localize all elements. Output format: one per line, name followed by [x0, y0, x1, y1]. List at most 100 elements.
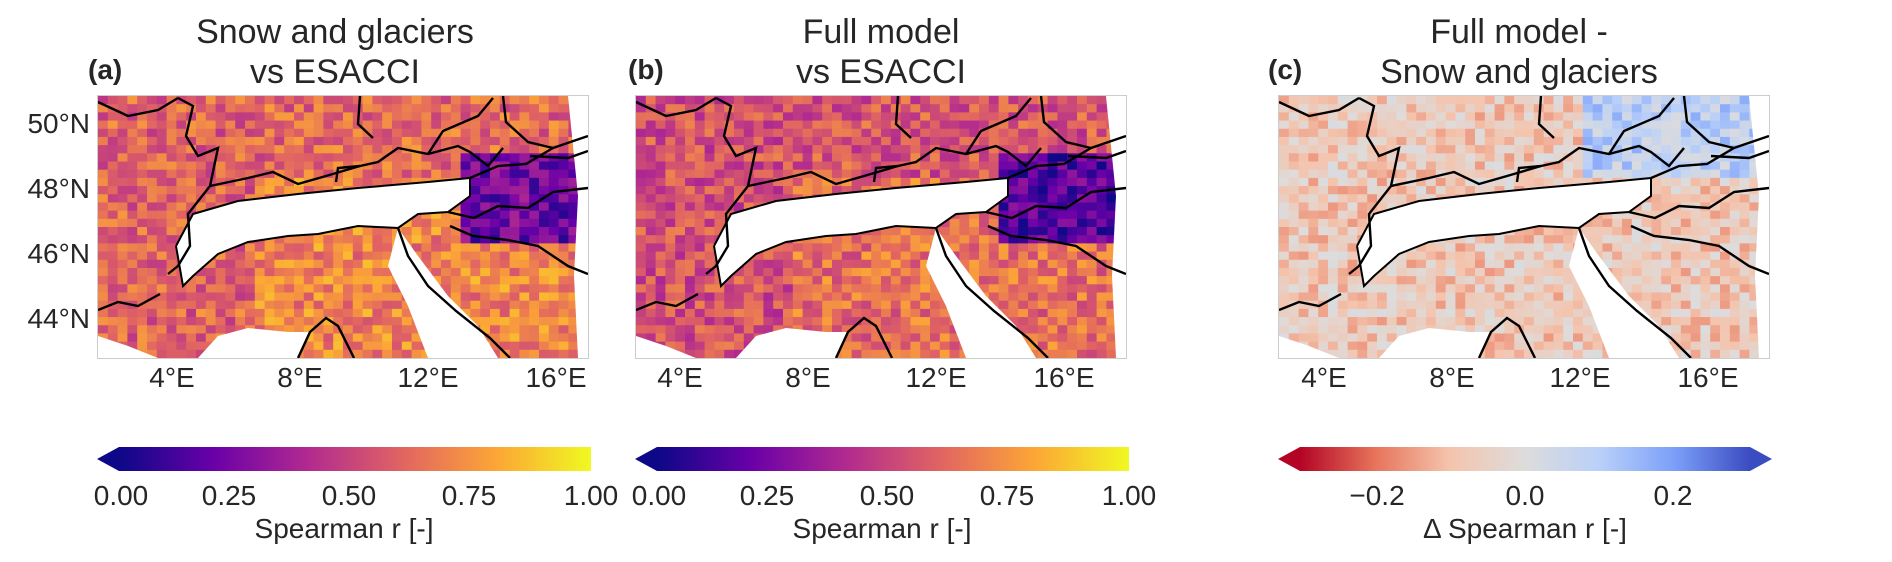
- raster-cell: [753, 259, 764, 269]
- raster-cell: [1106, 251, 1117, 261]
- raster-cell: [519, 317, 530, 326]
- raster-cell: [1729, 333, 1741, 343]
- raster-cell: [655, 227, 666, 236]
- raster-cell: [215, 300, 226, 310]
- raster-cell: [401, 300, 413, 310]
- raster-cell: [1096, 104, 1107, 113]
- country-border: [1628, 186, 1769, 220]
- raster-cell: [519, 284, 530, 294]
- raster-cell: [313, 235, 324, 244]
- raster-cell: [881, 284, 892, 294]
- raster-cell: [685, 259, 696, 269]
- raster-cell: [127, 96, 138, 105]
- raster-cell: [1008, 251, 1019, 261]
- raster-cell: [1445, 120, 1456, 130]
- raster-cell: [1288, 145, 1300, 154]
- raster-cell: [1337, 276, 1349, 285]
- raster-cell: [509, 96, 520, 105]
- raster-cell: [1494, 112, 1505, 122]
- raster-cell: [1563, 325, 1574, 335]
- raster-cell: [704, 341, 715, 351]
- raster-cell: [1484, 317, 1496, 326]
- colorbar: [97, 447, 591, 471]
- country-border: [209, 144, 504, 188]
- raster-cell: [343, 259, 354, 269]
- raster-cell: [920, 317, 931, 326]
- raster-cell: [548, 276, 560, 285]
- raster-cell: [734, 325, 745, 335]
- raster-cell: [1484, 96, 1496, 105]
- raster-cell: [450, 96, 462, 105]
- raster-cell: [685, 186, 696, 195]
- raster-cell: [107, 177, 119, 187]
- raster-cell: [303, 186, 315, 195]
- raster-cell: [382, 300, 393, 310]
- raster-cell: [1367, 153, 1378, 163]
- raster-cell: [382, 349, 393, 358]
- raster-cell: [235, 308, 246, 318]
- raster-cell: [890, 349, 902, 358]
- raster-cell: [568, 243, 579, 253]
- raster-cell: [1435, 128, 1447, 138]
- raster-cell: [137, 112, 148, 122]
- raster-cell: [1592, 145, 1603, 154]
- raster-cell: [1318, 259, 1329, 269]
- raster-cell: [1435, 276, 1447, 285]
- raster-cell: [264, 169, 275, 179]
- raster-cell: [127, 243, 138, 253]
- raster-cell: [636, 251, 647, 261]
- raster-cell: [352, 267, 364, 277]
- raster-cell: [1396, 161, 1407, 171]
- raster-cell: [1622, 218, 1633, 228]
- raster-cell: [539, 210, 550, 220]
- raster-cell: [1720, 292, 1731, 302]
- raster-cell: [939, 333, 951, 343]
- raster-cell: [1563, 177, 1574, 187]
- map-panel-c: [1278, 95, 1770, 359]
- raster-cell: [107, 186, 119, 195]
- raster-cell: [499, 194, 511, 204]
- raster-cell: [1318, 161, 1329, 171]
- raster-cell: [1347, 284, 1358, 294]
- raster-cell: [264, 243, 275, 253]
- raster-cell: [1308, 136, 1319, 146]
- raster-cell: [714, 169, 725, 179]
- raster-cell: [1028, 120, 1039, 130]
- raster-cell: [166, 243, 177, 253]
- raster-cell: [117, 235, 128, 244]
- raster-cell: [313, 186, 324, 195]
- raster-cell: [323, 284, 334, 294]
- raster-cell: [509, 317, 520, 326]
- raster-cell: [1308, 96, 1319, 105]
- raster-cell: [841, 349, 853, 358]
- raster-cell: [235, 194, 246, 204]
- raster-cell: [1357, 153, 1368, 163]
- raster-cell: [949, 136, 960, 146]
- raster-cell: [127, 227, 138, 236]
- raster-cell: [1592, 161, 1603, 171]
- raster-cell: [1749, 276, 1760, 285]
- country-border: [334, 164, 361, 183]
- raster-cell: [1494, 96, 1505, 105]
- raster-cell: [655, 153, 666, 163]
- raster-cell: [1749, 308, 1760, 318]
- raster-cell: [1435, 317, 1447, 326]
- raster-cell: [1631, 227, 1643, 236]
- raster-cell: [107, 153, 119, 163]
- raster-cell: [1739, 145, 1750, 154]
- country-border: [396, 227, 511, 358]
- raster-cell: [1106, 284, 1117, 294]
- raster-cell: [1288, 317, 1300, 326]
- raster-cell: [1533, 145, 1545, 154]
- raster-cell: [1680, 96, 1692, 105]
- raster-cell: [1553, 145, 1564, 154]
- raster-cell: [1622, 259, 1633, 269]
- raster-cell: [1720, 251, 1731, 261]
- raster-cell: [245, 308, 256, 318]
- raster-cell: [1047, 120, 1058, 130]
- colorbar: [1278, 447, 1772, 471]
- raster-cell: [245, 128, 256, 138]
- raster-cell: [470, 308, 481, 318]
- raster-cell: [1018, 218, 1029, 228]
- raster-cell: [1729, 194, 1741, 204]
